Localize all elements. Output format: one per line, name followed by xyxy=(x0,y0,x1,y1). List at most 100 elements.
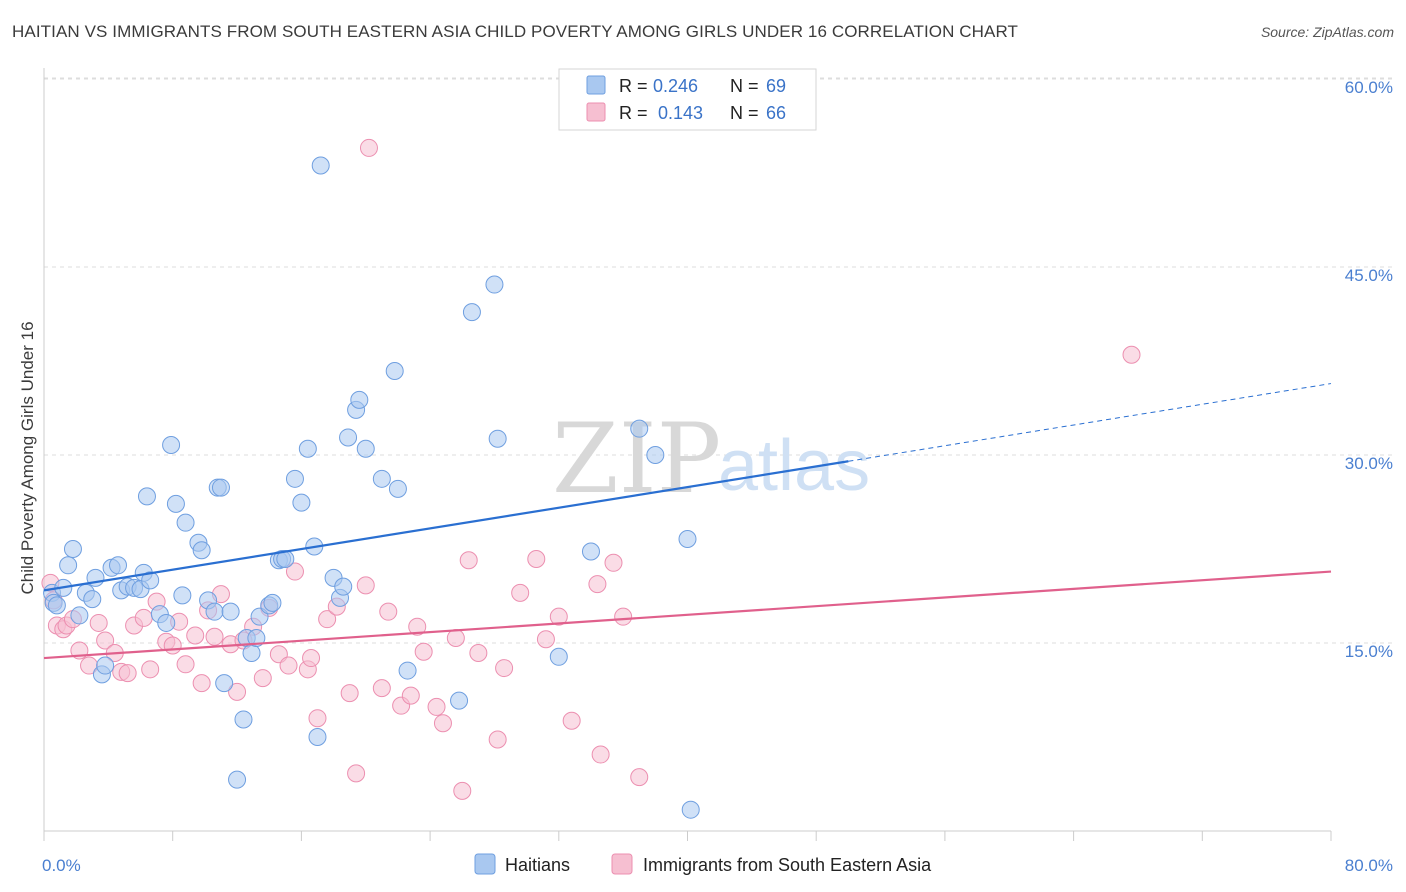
legend-r-value: 0.143 xyxy=(658,103,703,123)
data-point-haitians xyxy=(205,602,224,621)
data-point-haitians xyxy=(70,606,89,625)
data-point-immigrants xyxy=(302,649,321,668)
legend-swatch-haitians xyxy=(586,75,606,95)
data-point-haitians xyxy=(173,586,192,605)
data-point-haitians xyxy=(285,469,304,488)
data-point-haitians xyxy=(162,435,181,454)
data-point-haitians xyxy=(242,644,261,663)
legend-n-label: N = xyxy=(730,103,759,123)
data-point-haitians xyxy=(388,479,407,498)
data-point-haitians xyxy=(137,487,156,506)
data-point-immigrants xyxy=(488,730,507,749)
data-point-immigrants xyxy=(340,684,359,703)
legend-r-label: R = xyxy=(619,103,648,123)
series-haitians-points xyxy=(43,156,700,819)
data-point-immigrants xyxy=(591,745,610,764)
data-point-immigrants xyxy=(549,607,568,626)
data-point-haitians xyxy=(339,428,358,447)
data-point-immigrants xyxy=(253,669,272,688)
data-point-immigrants xyxy=(318,610,337,629)
data-point-haitians xyxy=(292,493,311,512)
data-point-haitians xyxy=(228,770,247,789)
data-point-haitians xyxy=(211,478,230,497)
data-point-immigrants xyxy=(89,613,108,632)
data-point-haitians xyxy=(646,446,665,464)
data-point-haitians xyxy=(334,577,353,596)
data-point-haitians xyxy=(176,513,195,532)
watermark-zip: ZIP xyxy=(552,403,721,515)
data-point-immigrants xyxy=(511,583,530,602)
data-point-haitians xyxy=(356,439,375,458)
data-point-haitians xyxy=(234,710,253,729)
legend-n-value: 66 xyxy=(766,103,786,123)
data-point-immigrants xyxy=(228,682,247,701)
data-point-immigrants xyxy=(356,576,375,595)
data-point-haitians xyxy=(96,656,115,675)
data-point-immigrants xyxy=(186,626,205,645)
data-point-haitians xyxy=(350,390,369,409)
data-point-haitians xyxy=(263,593,282,612)
data-point-haitians xyxy=(192,541,211,560)
legend-r-value: 0.246 xyxy=(653,76,698,96)
y-tick-label: 30.0% xyxy=(1345,454,1393,473)
x-tick-label: 80.0% xyxy=(1345,856,1393,875)
data-point-haitians xyxy=(215,674,234,693)
data-point-immigrants xyxy=(279,656,298,675)
data-point-haitians xyxy=(221,602,240,621)
legend-n-value: 69 xyxy=(766,76,786,96)
data-point-haitians xyxy=(372,469,391,488)
data-point-immigrants xyxy=(414,642,433,661)
data-point-immigrants xyxy=(614,607,633,626)
trend-line-haitians-extrapolated xyxy=(848,383,1332,462)
data-point-immigrants xyxy=(495,659,514,678)
data-point-immigrants xyxy=(536,630,555,649)
data-point-haitians xyxy=(247,628,266,647)
data-point-haitians xyxy=(549,647,568,666)
data-point-haitians xyxy=(398,661,417,680)
watermark-atlas: atlas xyxy=(718,426,870,506)
y-tick-label: 60.0% xyxy=(1345,78,1393,97)
data-point-immigrants xyxy=(588,575,607,594)
watermark: ZIP atlas xyxy=(552,403,870,515)
data-point-immigrants xyxy=(205,627,224,646)
data-point-immigrants xyxy=(1122,345,1141,364)
data-point-immigrants xyxy=(459,551,478,570)
data-point-haitians xyxy=(166,494,185,513)
data-point-immigrants xyxy=(427,697,446,716)
data-point-immigrants xyxy=(192,674,211,693)
data-point-haitians xyxy=(581,542,600,561)
data-point-immigrants xyxy=(359,138,378,157)
data-point-haitians xyxy=(450,691,469,710)
y-tick-label: 15.0% xyxy=(1345,642,1393,661)
data-point-immigrants xyxy=(118,664,137,683)
x-ticks xyxy=(43,831,1332,841)
data-point-haitians xyxy=(59,556,78,575)
data-point-haitians xyxy=(488,429,507,448)
data-point-haitians xyxy=(385,362,404,381)
data-point-haitians xyxy=(485,275,504,294)
trend-line-haitians xyxy=(43,460,849,592)
data-point-haitians xyxy=(678,529,697,548)
data-point-haitians xyxy=(462,303,481,322)
data-point-immigrants xyxy=(630,768,649,787)
data-point-haitians xyxy=(630,419,649,438)
data-point-immigrants xyxy=(308,709,327,728)
data-point-haitians xyxy=(298,439,317,458)
trend-line-immigrants xyxy=(43,570,1332,660)
data-point-haitians xyxy=(109,556,128,575)
data-point-haitians xyxy=(141,571,160,590)
bottom-legend-swatch-haitians xyxy=(474,853,496,875)
bottom-legend-swatch-immigrants xyxy=(611,853,633,875)
chart-title: HAITIAN VS IMMIGRANTS FROM SOUTH EASTERN… xyxy=(12,22,1019,41)
data-point-immigrants xyxy=(604,553,623,572)
data-point-haitians xyxy=(157,613,176,632)
y-tick-labels: 15.0% 30.0% 45.0% 60.0% xyxy=(1345,78,1393,661)
data-point-haitians xyxy=(47,596,66,615)
data-point-immigrants xyxy=(141,660,160,679)
data-point-haitians xyxy=(63,540,82,558)
x-tick-labels: 0.0% 80.0% xyxy=(42,856,1393,875)
data-point-immigrants xyxy=(408,617,427,636)
legend-swatch-immigrants xyxy=(586,102,606,122)
y-tick-label: 45.0% xyxy=(1345,266,1393,285)
